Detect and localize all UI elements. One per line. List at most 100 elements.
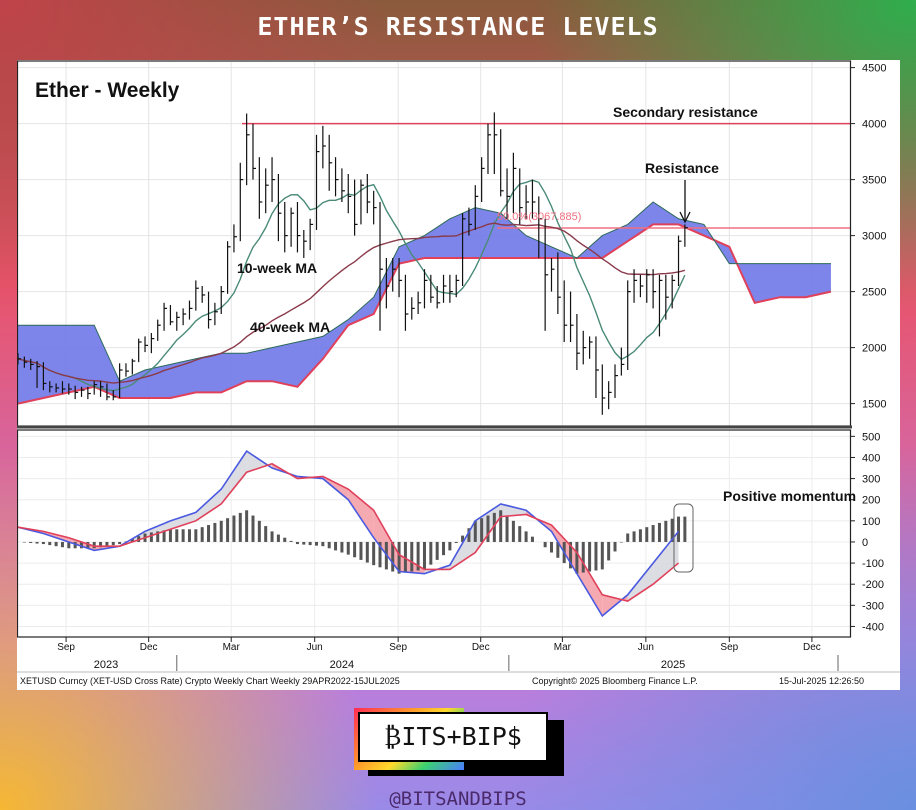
price-bar <box>639 274 644 298</box>
macd-histogram-bar <box>54 541 58 547</box>
macd-histogram-bar <box>149 532 153 542</box>
macd-histogram-bar <box>588 541 592 572</box>
price-bar <box>620 347 625 376</box>
macd-histogram-bar <box>473 520 477 542</box>
price-bar <box>309 218 314 251</box>
price-bar <box>582 330 587 365</box>
month-label: Jun <box>307 642 323 653</box>
macd-axis-label: -400 <box>862 621 884 633</box>
price-bar <box>315 134 320 230</box>
macd-histogram-bar <box>92 541 96 549</box>
macd-histogram-bar <box>378 541 382 568</box>
macd-histogram-bar <box>86 541 90 549</box>
ma40-label: 40-week MA <box>250 319 330 335</box>
price-bar <box>246 113 250 186</box>
footer-timestamp: 15-Jul-2025 12:26:50 <box>779 676 864 686</box>
price-bar <box>633 269 638 303</box>
macd-histogram-bar <box>365 541 369 563</box>
price-bar <box>93 381 98 395</box>
macd-histogram-bar <box>308 541 312 546</box>
price-bar <box>595 336 599 398</box>
price-bar <box>461 213 466 286</box>
macd-fill <box>246 451 273 473</box>
macd-histogram-bar <box>492 512 496 542</box>
price-bar <box>277 174 282 242</box>
macd-histogram-bar <box>645 527 649 542</box>
price-bar <box>658 274 663 337</box>
month-label: Mar <box>554 642 572 653</box>
macd-histogram-bar <box>549 541 553 553</box>
price-bar <box>334 157 339 197</box>
price-bar <box>544 218 549 331</box>
price-bar <box>684 224 688 247</box>
price-bar <box>550 258 555 292</box>
macd-fill <box>221 451 247 504</box>
positive-momentum-label: Positive momentum <box>723 488 856 504</box>
price-bar <box>449 274 453 303</box>
price-bar <box>538 196 542 258</box>
macd-histogram-bar <box>238 512 242 542</box>
macd-histogram-bar <box>35 541 39 544</box>
macd-fill <box>195 489 222 521</box>
price-bar <box>328 134 333 191</box>
macd-histogram-bar <box>499 510 503 542</box>
price-bar <box>87 386 91 400</box>
macd-histogram-bar <box>359 541 363 560</box>
price-bar <box>322 125 326 169</box>
resistance-arrowhead <box>679 211 691 224</box>
macd-histogram-bar <box>391 541 395 572</box>
macd-histogram-bar <box>283 537 287 542</box>
price-bar <box>589 336 593 359</box>
price-bar <box>627 280 631 370</box>
macd-histogram-bar <box>340 541 344 553</box>
price-bar <box>220 286 225 314</box>
ma10-label: 10-week MA <box>237 260 317 276</box>
social-handle: @BITSANDBIPS <box>389 788 527 810</box>
price-bar <box>169 305 174 326</box>
macd-histogram-bar <box>181 529 185 542</box>
price-bar <box>379 202 384 331</box>
secondary-resistance-label: Secondary resistance <box>613 104 758 120</box>
month-label: Dec <box>472 642 490 653</box>
macd-histogram-bar <box>105 541 109 547</box>
macd-axis-label: 200 <box>862 495 880 507</box>
macd-histogram-bar <box>264 526 268 542</box>
macd-histogram-bar <box>73 541 77 549</box>
macd-panel-frame <box>16 429 852 638</box>
price-bar <box>125 363 129 377</box>
macd-histogram-bar <box>175 529 179 542</box>
macd-histogram-bar <box>29 541 33 544</box>
chart-panel: 1500 2000 2500 3000 3500 4000 4500 -400 -300 -200… <box>16 60 900 690</box>
macd-axis-label: -100 <box>862 558 884 570</box>
price-bar <box>347 174 352 214</box>
macd-histogram-bar <box>670 518 674 542</box>
price-bar <box>506 168 511 219</box>
price-bar <box>487 123 491 174</box>
price-bar <box>119 363 123 398</box>
price-bar <box>284 202 288 253</box>
macd-histogram-bar <box>22 541 26 543</box>
price-bar <box>423 269 428 309</box>
price-bar <box>195 280 199 311</box>
month-label: Dec <box>140 642 158 653</box>
macd-histogram-bar <box>353 541 357 558</box>
macd-histogram-bar <box>130 538 134 542</box>
price-axis-label: 3000 <box>862 231 886 243</box>
page-title: ETHER’S RESISTANCE LEVELS <box>257 12 659 41</box>
price-bar <box>258 157 263 219</box>
price-bar <box>296 202 301 253</box>
macd-histogram-bar <box>556 541 560 558</box>
macd-histogram-bar <box>48 541 52 546</box>
macd-histogram-bar <box>461 535 465 542</box>
macd-histogram-bar <box>187 529 191 542</box>
macd-histogram-bar <box>162 530 166 542</box>
month-label: Mar <box>223 642 241 653</box>
year-label: 2024 <box>330 659 354 671</box>
price-bar <box>436 286 441 309</box>
macd-histogram-bar <box>397 541 401 574</box>
price-bar <box>163 302 168 331</box>
macd-line <box>17 450 680 618</box>
price-bar <box>646 269 650 303</box>
footer-source: XETUSD Curncy (XET-USD Cross Rate) Crypt… <box>20 676 400 686</box>
price-bar <box>614 364 619 398</box>
